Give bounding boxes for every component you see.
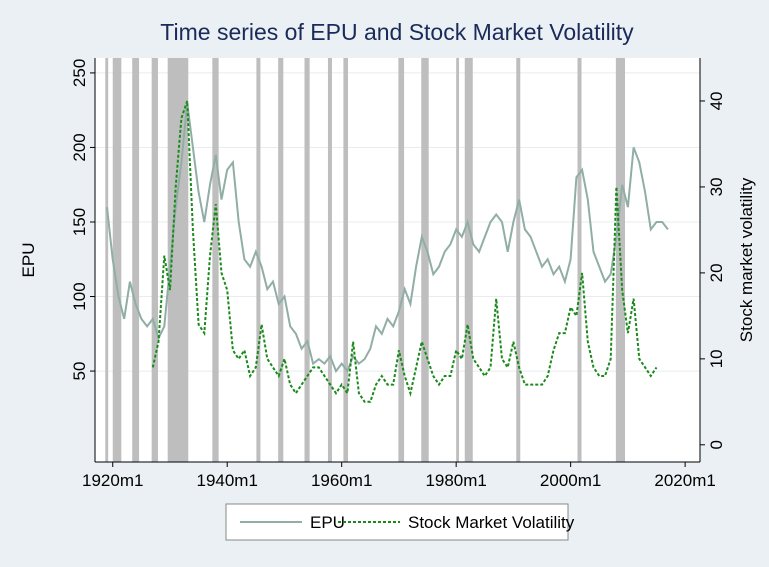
y-axis-label: EPU [19,243,38,278]
chart-title: Time series of EPU and Stock Market Vola… [160,19,634,45]
series-line [151,100,658,403]
x-tick-label: 2000m1 [540,471,601,490]
x-tick-label: 1960m1 [311,471,372,490]
recession-band [398,58,405,462]
recession-band [464,58,473,462]
recession-band [577,58,582,462]
recession-band [151,58,158,462]
x-tick-label: 1980m1 [425,471,486,490]
recession-band [304,58,310,462]
recession-band [516,58,521,462]
y-tick-label: 150 [70,208,89,236]
legend-label: Stock Market Volatility [408,513,575,532]
y2-tick-label: 0 [707,440,726,449]
recession-band [105,58,109,462]
y2-tick-label: 40 [707,92,726,111]
recession-band [343,58,348,462]
recession-band [421,58,429,462]
y2-tick-label: 30 [707,177,726,196]
recession-band [132,58,140,462]
recession-band [167,58,189,462]
y-tick-label: 100 [70,282,89,310]
recession-band [212,58,219,462]
y2-tick-label: 20 [707,263,726,282]
x-tick-label: 1920m1 [82,471,143,490]
x-tick-label: 2020m1 [654,471,715,490]
y2-axis-label: Stock market volatility [737,177,756,342]
recession-band [112,58,122,462]
y-tick-label: 50 [70,362,89,381]
x-tick-label: 1940m1 [196,471,257,490]
recession-band [327,58,332,462]
plot-area [95,58,700,462]
y2-tick-label: 10 [707,349,726,368]
legend-label: EPU [310,513,345,532]
y-tick-label: 200 [70,133,89,161]
recession-band [456,58,460,462]
series-line [106,102,669,374]
recession-band [278,58,284,462]
y-tick-label: 250 [70,59,89,87]
